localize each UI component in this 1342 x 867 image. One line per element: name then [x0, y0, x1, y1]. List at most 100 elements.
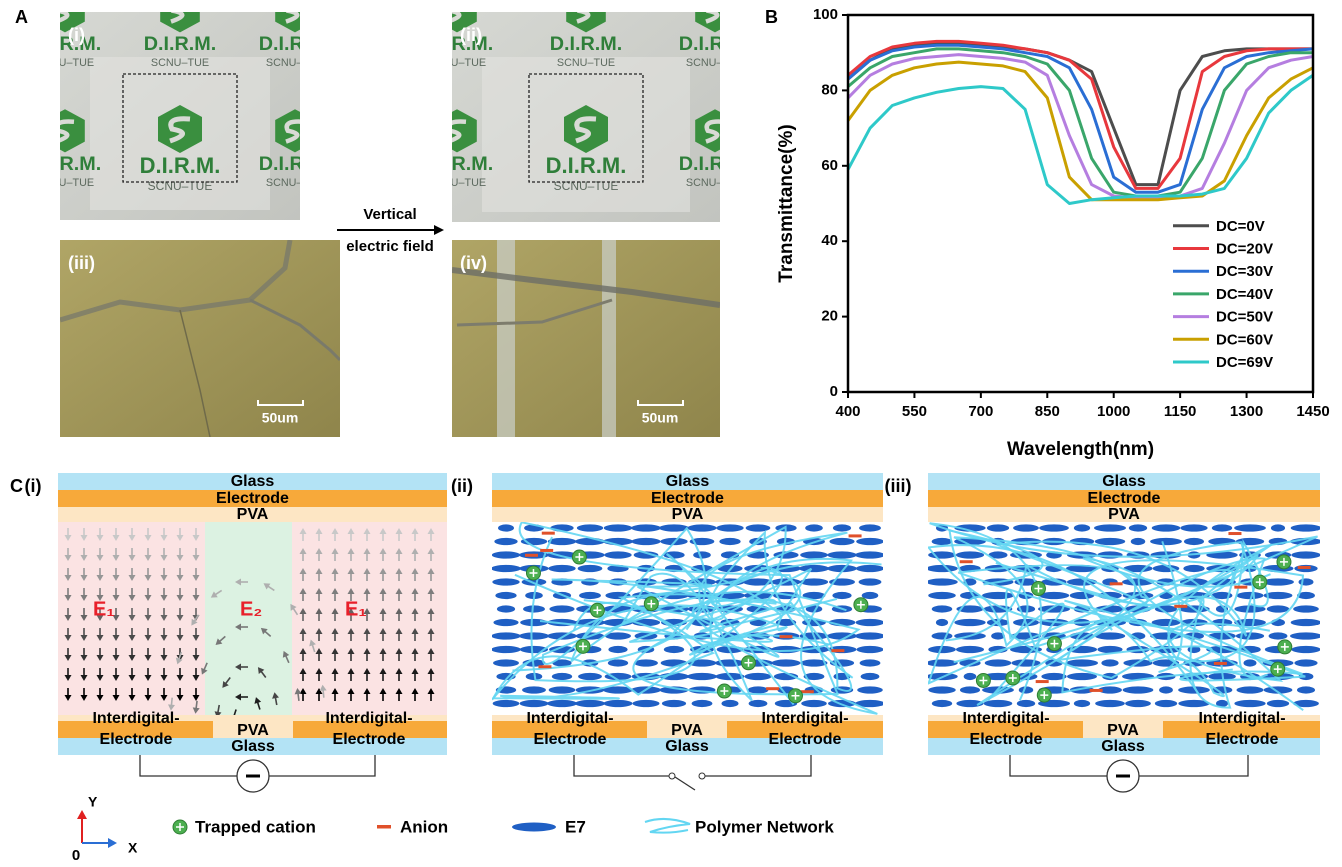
field-arrow-head [363, 668, 371, 674]
e7-molecule [575, 699, 605, 708]
e7-molecule [520, 618, 548, 627]
field-arrow-head [80, 575, 88, 581]
field-arrow-head [160, 655, 168, 661]
logo-title: D.I.R.M. [550, 33, 623, 55]
e7-molecule [1211, 686, 1233, 694]
field-arrow-head [176, 695, 184, 701]
e7-molecule [959, 686, 981, 694]
legend-label: Polymer Network [695, 817, 834, 836]
e7-molecule [1290, 618, 1320, 627]
glass-top [58, 473, 447, 490]
e7-molecule [928, 686, 956, 694]
legend-label: DC=50V [1216, 309, 1273, 326]
field-arrow-head [112, 535, 120, 541]
legend-label: E7 [565, 817, 586, 836]
y-tick-label: 40 [821, 232, 838, 249]
e7-molecule [771, 659, 801, 667]
field-arrow-head [331, 688, 339, 694]
anion [1228, 532, 1242, 536]
field-arrow-head [395, 648, 403, 654]
e7-molecule [1151, 524, 1181, 532]
field-arrow-head [64, 655, 72, 661]
e7-molecule [496, 605, 516, 613]
e7-molecule [954, 618, 986, 627]
field-arrow-head [331, 608, 339, 614]
logo-sub: SCNU–TUE [428, 177, 486, 189]
e7-molecule [984, 659, 1012, 667]
logo-sub: SCNU–TUE [557, 57, 615, 69]
field-arrow-head [192, 695, 200, 701]
e7-molecule [859, 659, 881, 667]
photo-label: (ii) [460, 25, 482, 45]
e7-molecule [928, 591, 956, 600]
electrode-label: Electrode [1206, 731, 1279, 748]
e7-molecule [861, 591, 879, 600]
field-arrow-head [192, 675, 200, 681]
polymer-network [530, 536, 830, 683]
series-line [847, 41, 1313, 187]
e7-molecule [523, 605, 545, 613]
field-arrow-head [294, 687, 302, 695]
e7-molecule [492, 564, 521, 573]
crack [179, 309, 211, 437]
logo-s [452, 12, 462, 23]
field-arrow-head [96, 675, 104, 681]
pva-top [492, 507, 883, 522]
e7-molecule [1154, 699, 1178, 708]
field-arrow-head [347, 568, 355, 574]
photo: 50um [60, 240, 340, 437]
e7-molecule [855, 699, 883, 708]
glass-bottom [928, 738, 1320, 755]
e7-molecule [855, 618, 883, 627]
e7-molecule [687, 659, 717, 667]
layer-label: Glass [666, 473, 710, 490]
e7-molecule [603, 524, 633, 532]
e7-molecule [982, 591, 1014, 600]
field-arrow-head [427, 668, 435, 674]
e7-molecule [1151, 618, 1181, 627]
e7-molecule [859, 524, 881, 532]
lc-layer [928, 522, 1320, 715]
e7-molecule [832, 591, 852, 600]
field-arrow-head [160, 635, 168, 641]
anion [1174, 604, 1188, 608]
field-arrow-head [80, 695, 88, 701]
e7-molecule [1266, 699, 1290, 708]
field-arrow-head [128, 555, 136, 561]
field-arrow-head [176, 595, 184, 601]
cation-plus [647, 599, 656, 608]
logo-mark [160, 12, 200, 33]
cation-plus [529, 568, 538, 577]
e7-molecule [800, 551, 828, 559]
e7-molecule [1094, 632, 1126, 640]
field-arrow-head [144, 575, 152, 581]
field-arrow-head [112, 695, 120, 701]
polymer-network [570, 525, 795, 706]
polymer-network [619, 531, 848, 702]
logo-title: D.I.R.M. [421, 153, 494, 175]
pva-top [928, 507, 1320, 522]
field-arrow-head [299, 608, 307, 614]
e7-molecule [832, 524, 852, 532]
anion [1297, 565, 1311, 569]
e7-molecule [1159, 686, 1173, 694]
photo: D.I.R.M.SCNU–TUED.I.R.M.SCNU–TUED.I.R.M.… [421, 12, 744, 222]
field-arrow-head [175, 657, 183, 665]
e7-molecule [493, 618, 519, 627]
polymer-network [929, 522, 1318, 702]
e7-molecule [1069, 591, 1095, 600]
e7-molecule [608, 645, 628, 654]
field-arrow-head [347, 688, 355, 694]
e7-molecule [935, 618, 949, 627]
e7-molecule [1291, 551, 1320, 559]
e7-molecule [663, 645, 685, 654]
field-arrow-head [427, 568, 435, 574]
logo-sub: SCNU–TUE [686, 57, 744, 69]
field-arrow-head [379, 568, 387, 574]
crack [456, 298, 613, 327]
wire [573, 755, 812, 777]
electrode-label: Electrode [333, 731, 406, 748]
layer-label: PVA [671, 722, 703, 739]
photo-label: (iv) [460, 253, 487, 273]
e7-molecule [1122, 686, 1154, 694]
